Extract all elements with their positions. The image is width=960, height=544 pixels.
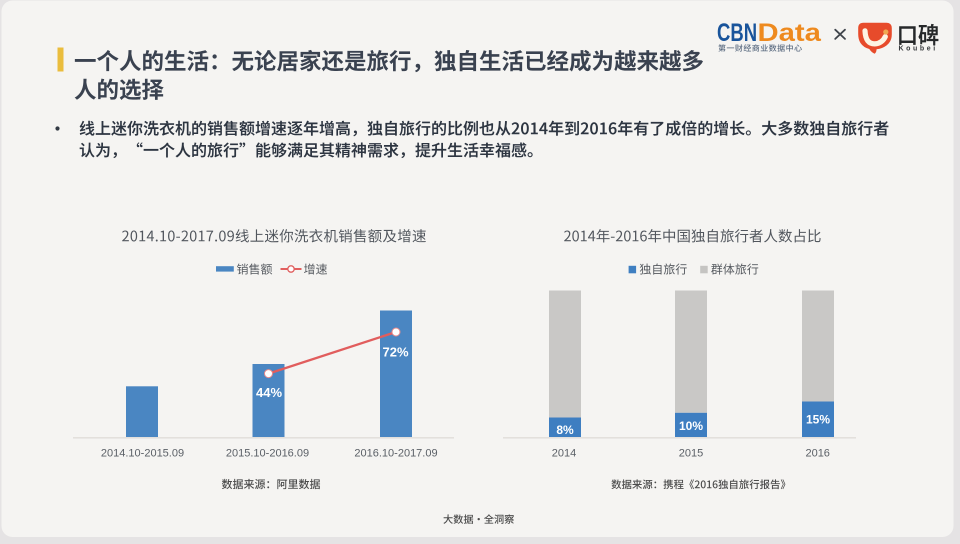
- svg-text:2016.10-2017.09: 2016.10-2017.09: [354, 448, 437, 460]
- svg-text:2016: 2016: [805, 448, 829, 460]
- svg-text:Koubei: Koubei: [899, 45, 938, 52]
- svg-text:15%: 15%: [806, 413, 830, 427]
- svg-text:44%: 44%: [256, 385, 282, 400]
- svg-text:72%: 72%: [382, 344, 408, 359]
- svg-text:10%: 10%: [679, 419, 703, 433]
- svg-text:2014: 2014: [552, 448, 576, 460]
- svg-text:Data: Data: [758, 18, 822, 46]
- svg-text:CBN: CBN: [717, 18, 757, 46]
- svg-text:8%: 8%: [556, 423, 574, 437]
- svg-text:2015.10-2016.09: 2015.10-2016.09: [226, 448, 309, 460]
- svg-text:2014.10-2015.09: 2014.10-2015.09: [101, 448, 184, 460]
- svg-text:2015: 2015: [679, 448, 703, 460]
